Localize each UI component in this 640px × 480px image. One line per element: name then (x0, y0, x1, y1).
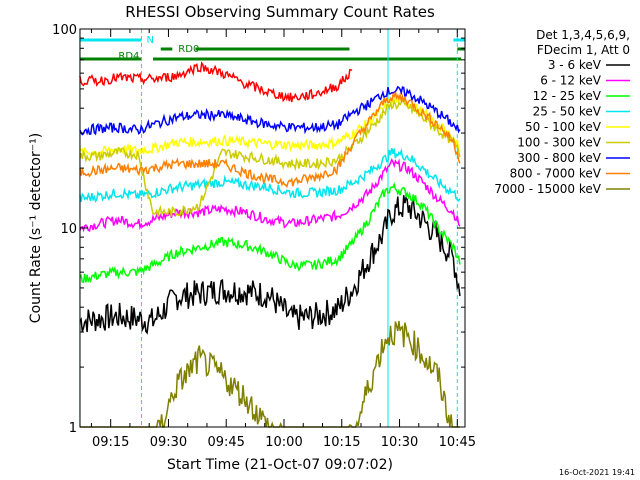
legend-entry-label: 25 - 50 keV (533, 105, 602, 119)
legend-entry-label: 3 - 6 keV (548, 58, 602, 72)
footer-date: 16-Oct-2021 19:41 (559, 468, 635, 477)
legend-header-1: Det 1,3,4,5,6,9, (536, 28, 630, 42)
series-line-rhessi-counts-red- (79, 61, 353, 103)
series-line-800-7000-kev (79, 91, 461, 189)
y-axis-label: Count Rate (s⁻¹ detector⁻¹) (28, 133, 44, 323)
legend-entry-label: 12 - 25 keV (533, 89, 602, 103)
x-tick-label: 10:15 (323, 435, 360, 450)
y-tick-label: 1 (69, 421, 77, 436)
y-tick-label: 10 (60, 222, 77, 237)
x-axis: 09:15 09:30 09:45 10:00 10:15 10:30 10:45 (90, 29, 476, 450)
series-line-3-6-kev (79, 195, 461, 335)
x-tick-label: 10:00 (265, 435, 302, 450)
series-line-6-12-kev (79, 158, 461, 233)
series-line-50-100-kev (79, 95, 461, 159)
legend-entry-label: 300 - 800 keV (517, 151, 601, 165)
y-tick-label: 100 (52, 23, 77, 38)
flag-label-n: N (146, 35, 153, 46)
legend-entry-label: 6 - 12 keV (540, 74, 602, 88)
flag-label-rd4: RD4 (118, 51, 139, 62)
x-tick-label: 09:15 (92, 435, 129, 450)
series-line-100-300-kev (79, 99, 461, 217)
legend-entry-label: 7000 - 15000 keV (494, 182, 601, 196)
legend-header-2: FDecim 1, Att 0 (537, 43, 630, 57)
x-axis-label: Start Time (21-Oct-07 09:07:02) (167, 457, 393, 473)
y-axis: 1 10 100 (52, 23, 465, 436)
x-tick-label: 09:45 (207, 435, 244, 450)
flag-bars: N RD0 RD4 (80, 35, 465, 62)
series-line-7000-15000-kev (79, 320, 460, 428)
legend: Det 1,3,4,5,6,9, FDecim 1, Att 0 3 - 6 k… (494, 28, 630, 196)
series-line-12-25-kev (79, 182, 461, 284)
legend-entry-label: 800 - 7000 keV (510, 167, 602, 181)
x-tick-label: 10:45 (439, 435, 476, 450)
series-lines (79, 61, 461, 428)
x-tick-label: 09:30 (150, 435, 187, 450)
series-line-300-800-kev (79, 85, 461, 136)
flag-label-rd0: RD0 (178, 44, 199, 55)
legend-entry-label: 50 - 100 keV (525, 120, 602, 134)
legend-entry-label: 100 - 300 keV (517, 136, 601, 150)
x-tick-label: 10:30 (381, 435, 418, 450)
chart-title: RHESSI Observing Summary Count Rates (125, 3, 435, 21)
series-line-25-50-kev (79, 147, 461, 204)
